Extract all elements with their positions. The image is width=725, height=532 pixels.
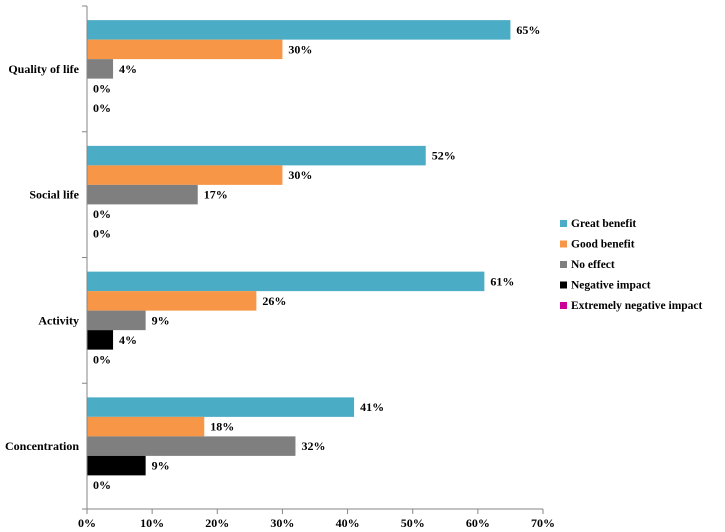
data-label: 0%: [93, 81, 111, 95]
axes-group: Quality of life Social life Activity Concen…: [5, 5, 555, 530]
x-tick-label: 50%: [401, 516, 425, 530]
data-label: 18%: [210, 420, 234, 434]
legend-swatch: [560, 240, 567, 248]
legend-entry: Negative impact: [571, 280, 651, 292]
legend-swatch: [560, 261, 567, 268]
bar: [87, 271, 485, 292]
category-label: Social life: [29, 188, 79, 202]
bar: [87, 416, 205, 437]
data-label: 0%: [93, 207, 111, 221]
bar: [87, 291, 257, 311]
data-label: 26%: [262, 294, 286, 308]
bar: [87, 436, 296, 456]
bar: [87, 310, 146, 331]
bar: [87, 59, 114, 79]
data-label: 52%: [432, 149, 456, 163]
data-label: 65%: [516, 23, 540, 37]
data-label: 4%: [119, 62, 137, 76]
x-tick-label: 40%: [336, 516, 360, 530]
data-label: 9%: [152, 313, 170, 327]
bar: [87, 184, 198, 205]
x-tick-label: 10%: [140, 516, 164, 530]
x-tick-label: 30%: [270, 516, 294, 530]
data-label: 0%: [93, 352, 111, 366]
data-label: 17%: [204, 188, 228, 202]
data-label: 0%: [93, 478, 111, 492]
bar: [87, 165, 283, 185]
legend-entry: Great benefit: [571, 218, 636, 230]
bar: [87, 397, 355, 417]
bar: [87, 20, 511, 40]
legend-swatch: [560, 281, 567, 289]
bar: [87, 39, 283, 60]
legend-entry: Good benefit: [571, 239, 635, 251]
legend-entry: Extremely negative impact: [571, 300, 703, 312]
data-label: 30%: [288, 42, 312, 56]
bar: [87, 145, 426, 166]
x-tick-label: 70%: [531, 516, 555, 530]
x-tick-label: 20%: [205, 516, 229, 530]
legend-entry: No effect: [571, 259, 615, 271]
bar-labels-group: 65% 30% 4% 0% 0% 52% 30% 17% 0% 0% 61% 26% 9% 4% 0% 41%…: [93, 23, 540, 492]
data-label: 32%: [301, 439, 325, 453]
data-label: 4%: [119, 333, 137, 347]
legend-swatch: [560, 302, 567, 309]
legend: Great benefit Good benefit No effect Negati…: [560, 218, 703, 312]
bar: [87, 455, 146, 476]
data-label: 9%: [152, 459, 170, 473]
category-label: Activity: [38, 313, 79, 327]
data-label: 0%: [93, 101, 111, 115]
bars-group: [87, 20, 511, 476]
data-label: 61%: [490, 274, 514, 288]
x-tick-label: 60%: [466, 516, 490, 530]
data-label: 0%: [93, 227, 111, 241]
category-label: Concentration: [5, 439, 79, 453]
category-label: Quality of life: [8, 62, 79, 76]
bar: [87, 330, 114, 350]
data-label: 41%: [360, 400, 384, 414]
legend-swatch: [560, 220, 567, 227]
data-label: 30%: [288, 168, 312, 182]
x-tick-label: 0%: [78, 516, 96, 530]
